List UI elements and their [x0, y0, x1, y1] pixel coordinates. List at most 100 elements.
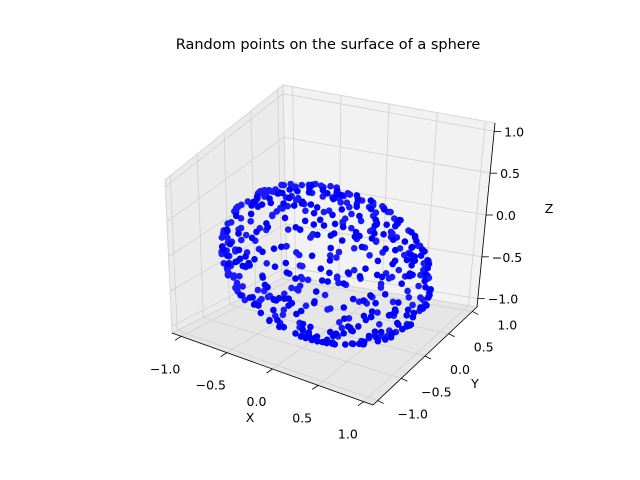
scatter-point	[247, 210, 255, 218]
scatter-point	[327, 328, 334, 336]
scatter-point	[348, 224, 355, 232]
scatter-point	[292, 275, 299, 282]
scatter-point	[242, 253, 249, 260]
scatter-point	[333, 191, 341, 198]
scatter-point	[298, 200, 306, 207]
x-tick-mark	[357, 401, 365, 407]
scatter-point	[280, 200, 287, 207]
scatter-point	[246, 262, 253, 269]
scatter-point	[360, 312, 368, 320]
scatter-point	[356, 212, 363, 220]
x-tick-label: −1.0	[150, 361, 180, 376]
y-tick-label: −1.0	[398, 407, 428, 422]
scatter-point	[299, 326, 307, 333]
scatter-point	[304, 276, 312, 284]
scatter-point	[417, 252, 425, 259]
scatter-point	[358, 243, 366, 251]
scatter-point	[413, 237, 420, 245]
y-axis-label: Y	[470, 376, 479, 391]
scatter-point	[341, 315, 348, 323]
grid-line-y-floor	[281, 278, 473, 312]
scatter-point	[377, 284, 385, 291]
scatter-point	[340, 280, 348, 287]
scatter-point	[389, 260, 396, 268]
scatter-point	[220, 246, 227, 253]
scatter-point	[307, 201, 315, 208]
scatter-point	[356, 273, 364, 280]
scatter-point	[316, 216, 324, 224]
grid-line-x-wall	[467, 121, 486, 306]
scatter-point	[389, 230, 396, 237]
scatter-point	[373, 271, 381, 279]
scatter-point	[380, 206, 388, 213]
scatter-point	[255, 302, 262, 309]
scatter-point	[278, 243, 285, 251]
scatter-point	[329, 339, 336, 346]
chart-title: Random points on the surface of a sphere	[176, 37, 481, 53]
scatter-point	[356, 340, 363, 348]
scatter-point	[293, 310, 300, 318]
scatter-point	[310, 209, 318, 217]
y-tick-mark	[401, 377, 408, 382]
scatter-point	[403, 323, 411, 330]
scatter-point	[317, 265, 325, 273]
scatter-point	[385, 312, 393, 319]
scatter-point	[368, 235, 376, 242]
scatter-point	[288, 284, 295, 292]
scatter-point	[305, 329, 313, 336]
scatter-point	[269, 211, 276, 219]
scatter-point	[313, 333, 321, 340]
scatter-point	[338, 237, 346, 244]
scatter-point	[350, 266, 358, 274]
scatter-point	[232, 258, 239, 266]
scatter-point	[367, 292, 374, 299]
scatter-point	[278, 181, 285, 189]
scatter-point	[332, 330, 340, 338]
scatter-point	[348, 210, 355, 218]
x-tick-mark	[220, 352, 228, 357]
grid-line-z-left	[166, 136, 285, 223]
scatter-point	[302, 302, 310, 310]
scatter-point	[285, 295, 293, 303]
scatter-point	[235, 246, 243, 254]
scatter-point	[257, 309, 265, 317]
scatter-point	[330, 195, 337, 203]
scatter-point	[239, 283, 246, 290]
scatter-point	[371, 222, 379, 229]
z-tick-label: −0.5	[492, 250, 522, 265]
scatter-point	[344, 190, 352, 197]
z-tick-label: −1.0	[488, 292, 518, 307]
scatter-point	[326, 269, 333, 277]
x-tick-label: 0.5	[292, 410, 312, 425]
scatter-point	[326, 252, 334, 259]
scatter-point	[323, 336, 331, 344]
scatter-point	[404, 306, 412, 314]
scatter-point	[382, 336, 389, 343]
scatter-point	[270, 245, 278, 252]
scatter-point	[395, 266, 403, 274]
x-tick-label: 1.0	[338, 427, 358, 442]
scatter-point	[371, 328, 379, 336]
scatter-point	[259, 274, 267, 281]
scatter-point	[308, 252, 316, 260]
scatter-point	[425, 294, 432, 301]
scatter-point	[344, 269, 352, 276]
scatter-point	[391, 306, 399, 313]
scatter-point	[367, 205, 375, 213]
scatter-point	[392, 246, 399, 254]
scatter-point	[388, 330, 396, 337]
scatter-point	[327, 244, 335, 252]
z-tick-label: 0.0	[496, 208, 516, 223]
scatter-point	[237, 291, 244, 299]
scatter-point	[389, 298, 397, 306]
scatter-point	[376, 321, 383, 328]
scatter-point	[355, 323, 362, 330]
scatter-point	[331, 220, 339, 228]
grid-line-z-right	[283, 93, 495, 132]
scatter-point	[232, 212, 240, 220]
scatter-point	[409, 301, 416, 309]
scatter-point	[360, 297, 367, 304]
scatter-point	[264, 223, 272, 231]
scatter-point	[383, 221, 391, 228]
scatter-point	[405, 294, 413, 301]
